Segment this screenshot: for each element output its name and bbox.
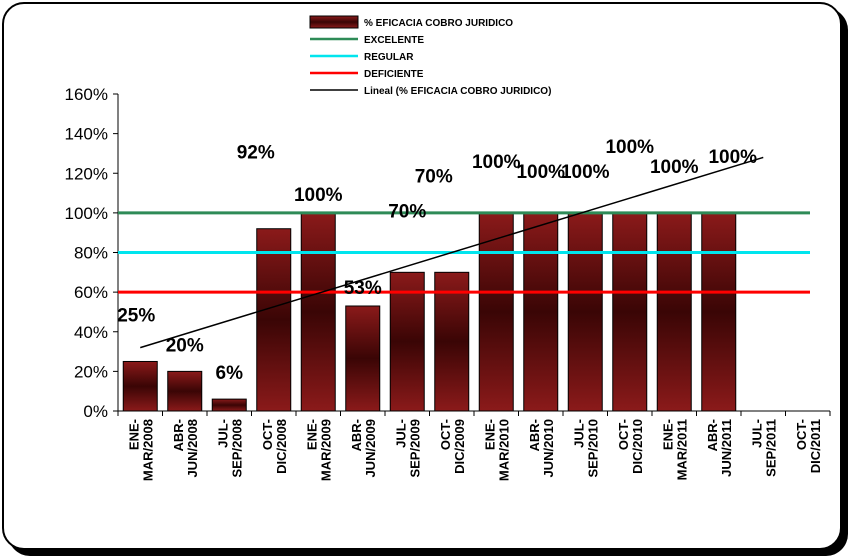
bar — [523, 212, 559, 412]
y-tick-label: 40% — [74, 323, 108, 342]
x-category-line: ABR- — [527, 419, 542, 452]
x-category-line: JUL- — [393, 419, 408, 448]
x-category-line: ABR- — [171, 419, 186, 452]
x-category-line: JUN/2008 — [185, 419, 200, 478]
x-category-line: JUN/2010 — [541, 419, 556, 478]
data-label: 53% — [344, 278, 382, 299]
data-label: 70% — [388, 201, 426, 222]
x-category-label: ABR-JUN/2010 — [527, 419, 556, 478]
x-category-line: DIC/2010 — [630, 419, 645, 474]
x-category-label: JUL-SEP/2009 — [393, 419, 422, 478]
x-category-label: ABR-JUN/2009 — [349, 419, 378, 478]
data-label: 20% — [166, 335, 204, 356]
x-category-label: ENE-MAR/2010 — [482, 419, 511, 481]
x-category-line: DIC/2008 — [274, 419, 289, 474]
bar — [656, 212, 692, 412]
x-category-label: OCT-DIC/2008 — [260, 419, 289, 474]
data-label: 100% — [650, 157, 699, 178]
x-category-line: DIC/2011 — [808, 419, 823, 473]
x-category-label: OCT-DIC/2009 — [438, 419, 467, 474]
y-tick-label: 80% — [74, 244, 108, 263]
x-category-label: ENE-MAR/2008 — [126, 419, 155, 481]
x-category-label: JUL-SEP/2011 — [749, 419, 778, 477]
x-category-line: ABR- — [705, 419, 720, 452]
x-category-line: MAR/2009 — [318, 419, 333, 481]
x-category-line: OCT- — [616, 419, 631, 450]
data-label: 92% — [237, 143, 275, 164]
data-label: 6% — [216, 363, 244, 384]
legend: % EFICACIA COBRO JURIDICO EXCELENTE REGULA… — [309, 15, 551, 97]
trendline-line — [140, 156, 764, 349]
y-axis: 0% 20% 40% 60% 80% 100% 120% 140% 160% — [65, 85, 119, 421]
x-category-line: ENE- — [482, 419, 497, 450]
legend-label: % EFICACIA COBRO JURIDICO — [364, 18, 513, 29]
x-category-label: OCT-DIC/2010 — [616, 419, 645, 474]
data-label: 25% — [117, 305, 155, 326]
trendline — [140, 156, 764, 349]
bar — [345, 305, 381, 412]
x-category-line: DIC/2009 — [452, 419, 467, 474]
x-category-label: JUL-SEP/2008 — [215, 419, 244, 478]
legend-label: Lineal (% EFICACIA COBRO JURIDICO) — [364, 86, 551, 97]
bar — [167, 370, 203, 412]
x-category-label: ENE-MAR/2011 — [660, 419, 689, 480]
legend-swatch-bar — [309, 15, 359, 29]
bar — [122, 360, 158, 412]
y-tick-label: 0% — [83, 402, 108, 421]
legend-label: DEFICIENTE — [364, 69, 424, 80]
bar — [300, 212, 336, 412]
bar — [478, 212, 514, 412]
x-category-line: JUL- — [571, 419, 586, 448]
x-category-line: JUN/2009 — [363, 419, 378, 478]
legend-label: EXCELENTE — [364, 35, 424, 46]
data-label: 70% — [415, 166, 453, 187]
y-tick-label: 100% — [65, 204, 108, 223]
bar — [434, 271, 470, 412]
x-category-line: JUL- — [749, 419, 764, 448]
x-category-line: SEP/2011 — [763, 419, 778, 477]
x-category-line: SEP/2009 — [407, 419, 422, 478]
x-category-line: OCT- — [260, 419, 275, 450]
x-category-line: ENE- — [304, 419, 319, 450]
x-category-line: MAR/2011 — [674, 419, 689, 480]
x-category-line: ENE- — [660, 419, 675, 450]
data-label: 100% — [472, 152, 521, 173]
x-category-line: MAR/2008 — [140, 419, 155, 481]
x-category-label: ENE-MAR/2009 — [304, 419, 333, 481]
data-label: 100% — [605, 137, 654, 158]
data-label: 100% — [708, 147, 757, 168]
y-tick-label: 120% — [65, 164, 108, 183]
x-category-line: ABR- — [349, 419, 364, 452]
y-tick-label: 60% — [74, 283, 108, 302]
x-category-line: JUN/2011 — [719, 419, 734, 477]
data-labels: 25%20%6%92%100%53%70%70%100%100%100%100%… — [117, 137, 757, 384]
x-category-line: MAR/2010 — [496, 419, 511, 481]
x-category-label: ABR-JUN/2008 — [171, 419, 200, 478]
data-label: 100% — [294, 185, 343, 206]
bar — [612, 212, 648, 412]
x-category-line: SEP/2010 — [585, 419, 600, 478]
y-tick-label: 160% — [65, 85, 108, 104]
bar — [211, 398, 247, 412]
data-label: 100% — [561, 162, 610, 183]
y-tick-label: 20% — [74, 362, 108, 381]
bars — [122, 212, 737, 412]
y-tick-label: 140% — [65, 125, 108, 144]
x-category-label: JUL-SEP/2010 — [571, 419, 600, 478]
x-category-label: OCT-DIC/2011 — [794, 419, 823, 473]
x-category-line: ENE- — [126, 419, 141, 450]
x-category-line: JUL- — [215, 419, 230, 448]
reference-lines — [118, 211, 810, 294]
x-category-line: OCT- — [438, 419, 453, 450]
bar — [256, 228, 292, 412]
x-category-line: OCT- — [794, 419, 809, 450]
x-axis: ENE-MAR/2008 ABR-JUN/2008 JUL-SEP/2008 OCT-… — [117, 410, 831, 481]
bar — [567, 212, 603, 412]
bar — [701, 212, 737, 412]
data-label: 100% — [516, 162, 565, 183]
x-category-line: SEP/2008 — [229, 419, 244, 478]
x-category-label: ABR-JUN/2011 — [705, 419, 734, 477]
legend-label: REGULAR — [364, 52, 414, 63]
